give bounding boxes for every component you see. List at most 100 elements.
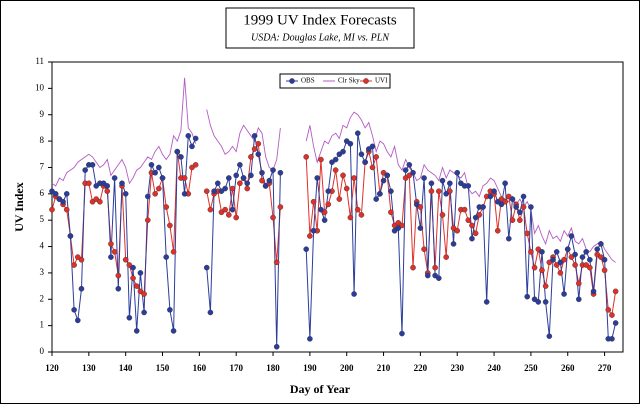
point xyxy=(524,230,531,237)
point xyxy=(115,285,122,292)
point xyxy=(156,164,162,171)
y-tick-label: 8 xyxy=(40,135,45,145)
point xyxy=(192,162,199,168)
point xyxy=(108,241,114,247)
y-tick-label: 0 xyxy=(40,346,45,356)
point xyxy=(174,148,181,155)
point xyxy=(152,169,158,176)
point xyxy=(384,172,391,179)
point xyxy=(406,162,413,168)
point xyxy=(214,180,221,187)
point xyxy=(170,328,177,334)
point xyxy=(137,270,144,276)
x-tick-label: 150 xyxy=(156,363,170,373)
point xyxy=(163,204,169,210)
point xyxy=(354,130,361,136)
x-tick-label: 260 xyxy=(561,363,575,373)
x-tick-label: 190 xyxy=(303,363,317,373)
point xyxy=(104,188,111,194)
point xyxy=(454,227,461,234)
point xyxy=(211,188,217,194)
y-tick-label: 3 xyxy=(40,267,45,277)
point xyxy=(321,217,328,223)
point xyxy=(63,191,70,197)
point xyxy=(74,317,81,324)
point xyxy=(336,196,343,202)
point xyxy=(244,180,251,187)
point xyxy=(469,222,475,229)
y-tick-label: 11 xyxy=(35,56,44,66)
point xyxy=(111,175,118,181)
point xyxy=(273,343,280,350)
point xyxy=(307,233,313,239)
point xyxy=(332,156,339,163)
y-tick-label: 4 xyxy=(40,241,45,251)
point xyxy=(115,272,122,279)
point xyxy=(222,206,228,213)
point xyxy=(513,204,519,210)
point xyxy=(141,309,147,316)
point xyxy=(550,256,556,263)
point xyxy=(144,217,151,223)
x-tick-label: 270 xyxy=(598,363,612,373)
point xyxy=(49,206,55,213)
point xyxy=(63,206,70,213)
point xyxy=(358,212,365,218)
point xyxy=(203,264,210,271)
point xyxy=(472,230,479,237)
point xyxy=(255,140,262,147)
point xyxy=(277,204,284,210)
point xyxy=(443,254,449,260)
point xyxy=(517,217,523,223)
point xyxy=(609,312,615,318)
point xyxy=(303,154,309,160)
point xyxy=(133,283,140,289)
point xyxy=(340,148,346,155)
chart-subtitle: USDA: Douglas Lake, MI vs. PLN xyxy=(251,32,390,43)
point xyxy=(108,254,114,260)
point xyxy=(71,307,77,313)
point xyxy=(189,143,195,150)
point xyxy=(307,336,313,342)
point xyxy=(399,330,405,337)
point xyxy=(483,299,490,305)
point xyxy=(612,320,619,326)
point xyxy=(413,201,420,208)
point xyxy=(546,333,553,339)
point xyxy=(373,154,379,160)
point xyxy=(524,293,531,300)
point xyxy=(226,175,232,181)
point xyxy=(207,206,214,213)
point xyxy=(82,167,88,173)
point xyxy=(133,328,140,334)
point xyxy=(472,214,479,221)
point xyxy=(181,191,188,197)
point xyxy=(111,249,118,255)
x-tick-label: 140 xyxy=(119,363,133,373)
point xyxy=(517,209,523,216)
point xyxy=(369,143,376,150)
point xyxy=(362,159,368,165)
point xyxy=(432,264,438,271)
point xyxy=(539,249,545,255)
y-tick-label: 10 xyxy=(35,82,45,92)
point xyxy=(502,180,508,187)
point xyxy=(277,169,284,176)
title-box xyxy=(225,7,415,49)
point xyxy=(351,291,357,297)
point xyxy=(535,299,542,305)
point xyxy=(163,254,169,260)
legend-label: OBS xyxy=(301,77,315,85)
point xyxy=(428,180,435,187)
point xyxy=(579,254,586,260)
point xyxy=(424,272,431,279)
y-axis-label: UV Index xyxy=(12,182,26,231)
point xyxy=(498,201,505,208)
point xyxy=(141,291,147,297)
point xyxy=(248,172,254,179)
point xyxy=(509,196,516,202)
point xyxy=(421,175,427,181)
point xyxy=(255,151,262,158)
point xyxy=(237,162,243,168)
point xyxy=(421,246,427,252)
